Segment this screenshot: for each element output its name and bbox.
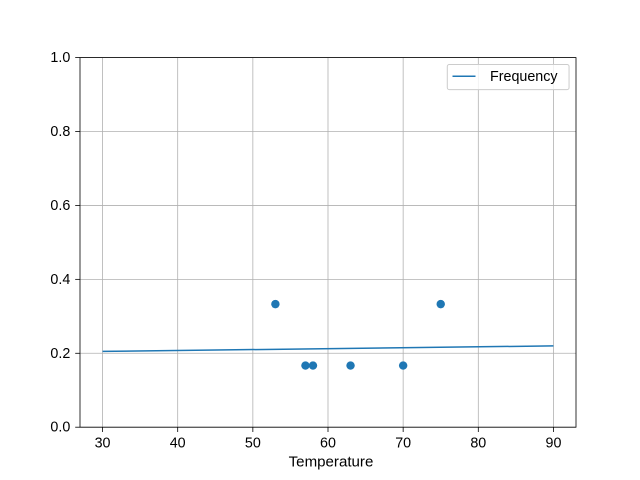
svg-text:50: 50 — [245, 435, 261, 451]
svg-text:0.4: 0.4 — [50, 272, 70, 288]
svg-text:40: 40 — [170, 435, 186, 451]
svg-text:70: 70 — [395, 435, 411, 451]
svg-text:0.6: 0.6 — [50, 198, 70, 214]
svg-text:Temperature: Temperature — [289, 454, 374, 471]
svg-text:0.2: 0.2 — [50, 346, 70, 362]
svg-text:80: 80 — [470, 435, 486, 451]
svg-text:60: 60 — [320, 435, 336, 451]
svg-text:90: 90 — [546, 435, 562, 451]
svg-text:30: 30 — [95, 435, 111, 451]
svg-text:0.0: 0.0 — [50, 420, 70, 436]
svg-text:Frequency: Frequency — [490, 69, 558, 85]
svg-text:0.8: 0.8 — [50, 124, 70, 140]
svg-text:1.0: 1.0 — [50, 50, 70, 66]
